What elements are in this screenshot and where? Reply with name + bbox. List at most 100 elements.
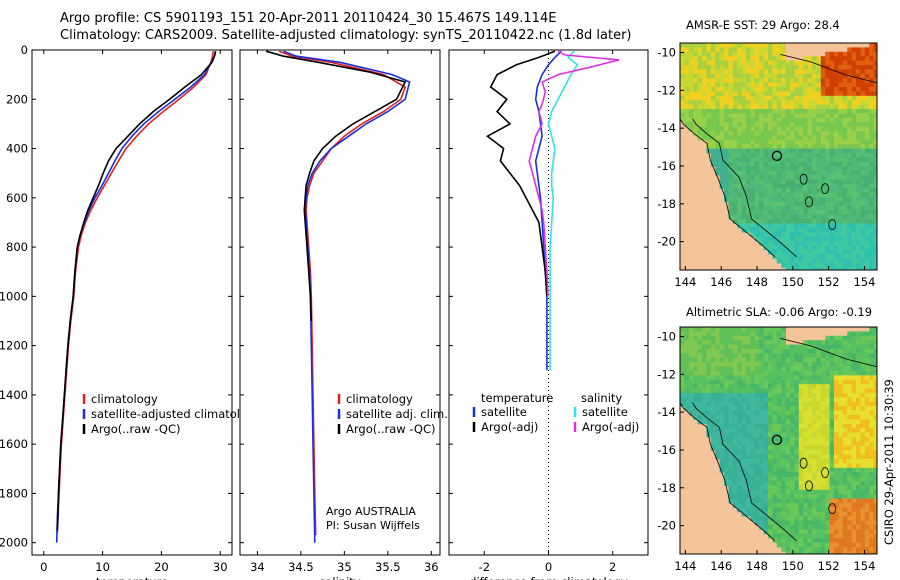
- field-cell: [807, 166, 813, 171]
- field-cell: [768, 503, 773, 508]
- field-cell: [812, 227, 817, 233]
- field-cell: [746, 384, 751, 389]
- field-cell: [851, 423, 857, 429]
- field-cell: [847, 467, 852, 473]
- field-cell: [732, 157, 738, 163]
- field-cell: [702, 126, 707, 132]
- field-cell: [825, 375, 830, 381]
- field-cell: [864, 201, 870, 207]
- field-cell: [829, 432, 835, 438]
- field-cell: [838, 529, 844, 535]
- field-cell: [763, 472, 769, 477]
- field-cell: [794, 357, 800, 363]
- field-cell: [785, 344, 791, 350]
- field-cell: [851, 428, 857, 433]
- field-cell: [702, 393, 707, 398]
- field-cell: [732, 43, 738, 48]
- field-cell: [715, 384, 720, 389]
- field-cell: [759, 100, 764, 105]
- field-cell: [776, 454, 782, 460]
- field-cell: [759, 214, 764, 220]
- field-cell: [851, 516, 857, 521]
- field-cell: [768, 406, 773, 411]
- field-cell: [798, 135, 804, 141]
- field-cell: [807, 241, 813, 246]
- field-cell: [759, 104, 764, 110]
- field-cell: [754, 353, 760, 359]
- field-cell: [763, 494, 769, 499]
- field-cell: [860, 135, 866, 141]
- field-cell: [838, 384, 844, 389]
- field-cell: [768, 245, 773, 251]
- field-cell: [803, 60, 808, 66]
- field-cell: [693, 353, 698, 359]
- field-cell: [807, 188, 813, 193]
- field-cell: [842, 463, 848, 469]
- field-cell: [816, 188, 822, 193]
- field-cell: [768, 384, 773, 389]
- field-cell: [856, 459, 861, 464]
- field-cell: [869, 100, 874, 105]
- field-cell: [746, 454, 751, 460]
- field-cell: [750, 494, 756, 499]
- field-cell: [812, 188, 817, 193]
- field-cell: [728, 388, 734, 394]
- field-cell: [856, 144, 861, 149]
- field-cell: [798, 538, 804, 543]
- field-cell: [719, 410, 725, 416]
- field-cell: [847, 393, 852, 398]
- field-cell: [816, 241, 822, 246]
- field-cell: [710, 95, 716, 101]
- field-cell: [790, 148, 795, 154]
- field-cell: [728, 87, 734, 92]
- field-cell: [759, 179, 764, 185]
- field-cell: [834, 459, 839, 464]
- field-cell: [728, 397, 734, 403]
- field-cell: [790, 379, 795, 385]
- field-cell: [750, 223, 756, 229]
- field-cell: [728, 371, 734, 376]
- field-cell: [684, 104, 690, 110]
- field-cell: [869, 144, 874, 149]
- field-cell: [754, 511, 760, 517]
- field-cell: [732, 100, 738, 105]
- field-cell: [750, 401, 756, 407]
- field-cell: [812, 258, 817, 264]
- field-cell: [803, 463, 808, 469]
- field-cell: [816, 122, 822, 127]
- field-cell: [869, 188, 874, 193]
- field-cell: [746, 161, 751, 167]
- field-cell: [737, 109, 742, 114]
- field-cell: [825, 481, 830, 486]
- field-cell: [864, 432, 870, 438]
- field-cell: [860, 179, 866, 185]
- field-cell: [807, 60, 813, 66]
- field-cell: [873, 401, 877, 407]
- field-cell: [807, 73, 813, 79]
- field-cell: [869, 454, 874, 460]
- field-cell: [842, 104, 848, 110]
- field-cell: [851, 340, 857, 345]
- field-cell: [869, 349, 874, 354]
- field-cell: [776, 65, 782, 70]
- field-cell: [715, 410, 720, 416]
- field-cell: [776, 529, 782, 535]
- field-cell: [790, 236, 795, 242]
- reef-outline: [821, 467, 829, 479]
- field-cell: [798, 472, 804, 477]
- field-cell: [693, 104, 698, 110]
- field-cell: [785, 73, 791, 79]
- field-cell: [710, 51, 716, 57]
- field-cell: [785, 104, 791, 110]
- field-cell: [724, 113, 729, 119]
- field-cell: [834, 170, 839, 176]
- field-cell: [750, 183, 756, 189]
- field-cell: [741, 144, 747, 149]
- field-cell: [706, 131, 712, 136]
- field-cell: [746, 223, 751, 229]
- field-cell: [798, 432, 804, 438]
- field-cell: [816, 223, 822, 229]
- field-cell: [737, 489, 742, 495]
- field-cell: [847, 254, 852, 259]
- field-cell: [816, 525, 822, 530]
